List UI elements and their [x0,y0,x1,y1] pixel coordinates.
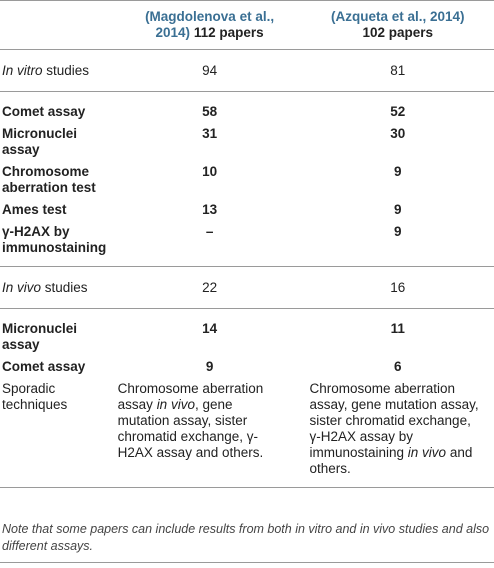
sporadic-col2: Chromosome aberration assay in vivo, gen… [117,381,264,460]
row-col3: 9 [393,224,402,239]
in-vivo-summary-row: In vivo studies 22 16 [0,267,494,309]
header-azqueta: (Azqueta et al., 2014) 102 papers [302,1,494,50]
in-vitro-label: In vitro studies [2,63,90,78]
row-col2: 31 [202,126,218,141]
table-row: γ-H2AX by immunostaining – 9 [0,224,494,267]
sporadic-col3: Chromosome aberration assay, gene mutati… [309,381,479,476]
azqueta-citation[interactable]: (Azqueta et al., 2014) [330,9,465,24]
row-label: Comet assay [2,104,86,119]
in-vivo-col2: 22 [202,280,218,295]
row-label: Micronuclei assay [2,126,78,157]
row-label: Comet assay [2,359,86,374]
magdolenova-citation-open[interactable]: (Magdolenova et al., [145,9,275,24]
table-row: Comet assay 58 52 [0,92,494,127]
row-col3: 52 [390,104,406,119]
in-vivo-col3: 16 [390,280,406,295]
row-label: Chromosome aberration test [2,164,96,195]
table-row: Chromosome aberration test 10 9 [0,164,494,202]
in-vitro-summary-row: In vitro studies 94 81 [0,50,494,92]
row-col2: 10 [202,164,218,179]
table-row: Micronuclei assay 31 30 [0,126,494,164]
azqueta-papers: 102 papers [362,25,434,40]
table-footnote: Note that some papers can include result… [2,522,490,553]
in-vitro-col3: 81 [390,63,406,78]
row-col3: 9 [393,202,402,217]
table-row: Comet assay 9 6 [0,359,494,381]
sporadic-row: Sporadic techniques Chromosome aberratio… [0,381,494,488]
row-col2: 14 [202,321,218,336]
table-row: Ames test 13 9 [0,202,494,224]
row-col3: 11 [390,321,405,336]
assay-table: (Magdolenova et al., 2014) 112 papers (A… [0,0,494,488]
row-col2: 13 [202,202,218,217]
row-col3: 30 [390,126,406,141]
footnote-divider [0,562,494,563]
row-col3: 9 [393,164,402,179]
header-row: (Magdolenova et al., 2014) 112 papers (A… [0,0,494,50]
sporadic-label: Sporadic techniques [2,381,68,412]
row-col3: 6 [393,359,402,374]
magdolenova-papers: 112 papers [193,25,264,40]
in-vivo-label: In vivo studies [2,280,88,295]
magdolenova-citation-close[interactable]: 2014) [155,25,191,40]
table-row: Micronuclei assay 14 11 [0,309,494,360]
header-magdolenova: (Magdolenova et al., 2014) 112 papers [118,1,302,50]
row-label: γ-H2AX by immunostaining [2,224,107,255]
row-col2: – [205,224,214,239]
row-col2: 9 [205,359,214,374]
row-col2: 58 [202,104,218,119]
row-label: Micronuclei assay [2,321,78,352]
header-empty-cell [0,1,118,50]
in-vitro-col2: 94 [202,63,218,78]
row-label: Ames test [2,202,67,217]
